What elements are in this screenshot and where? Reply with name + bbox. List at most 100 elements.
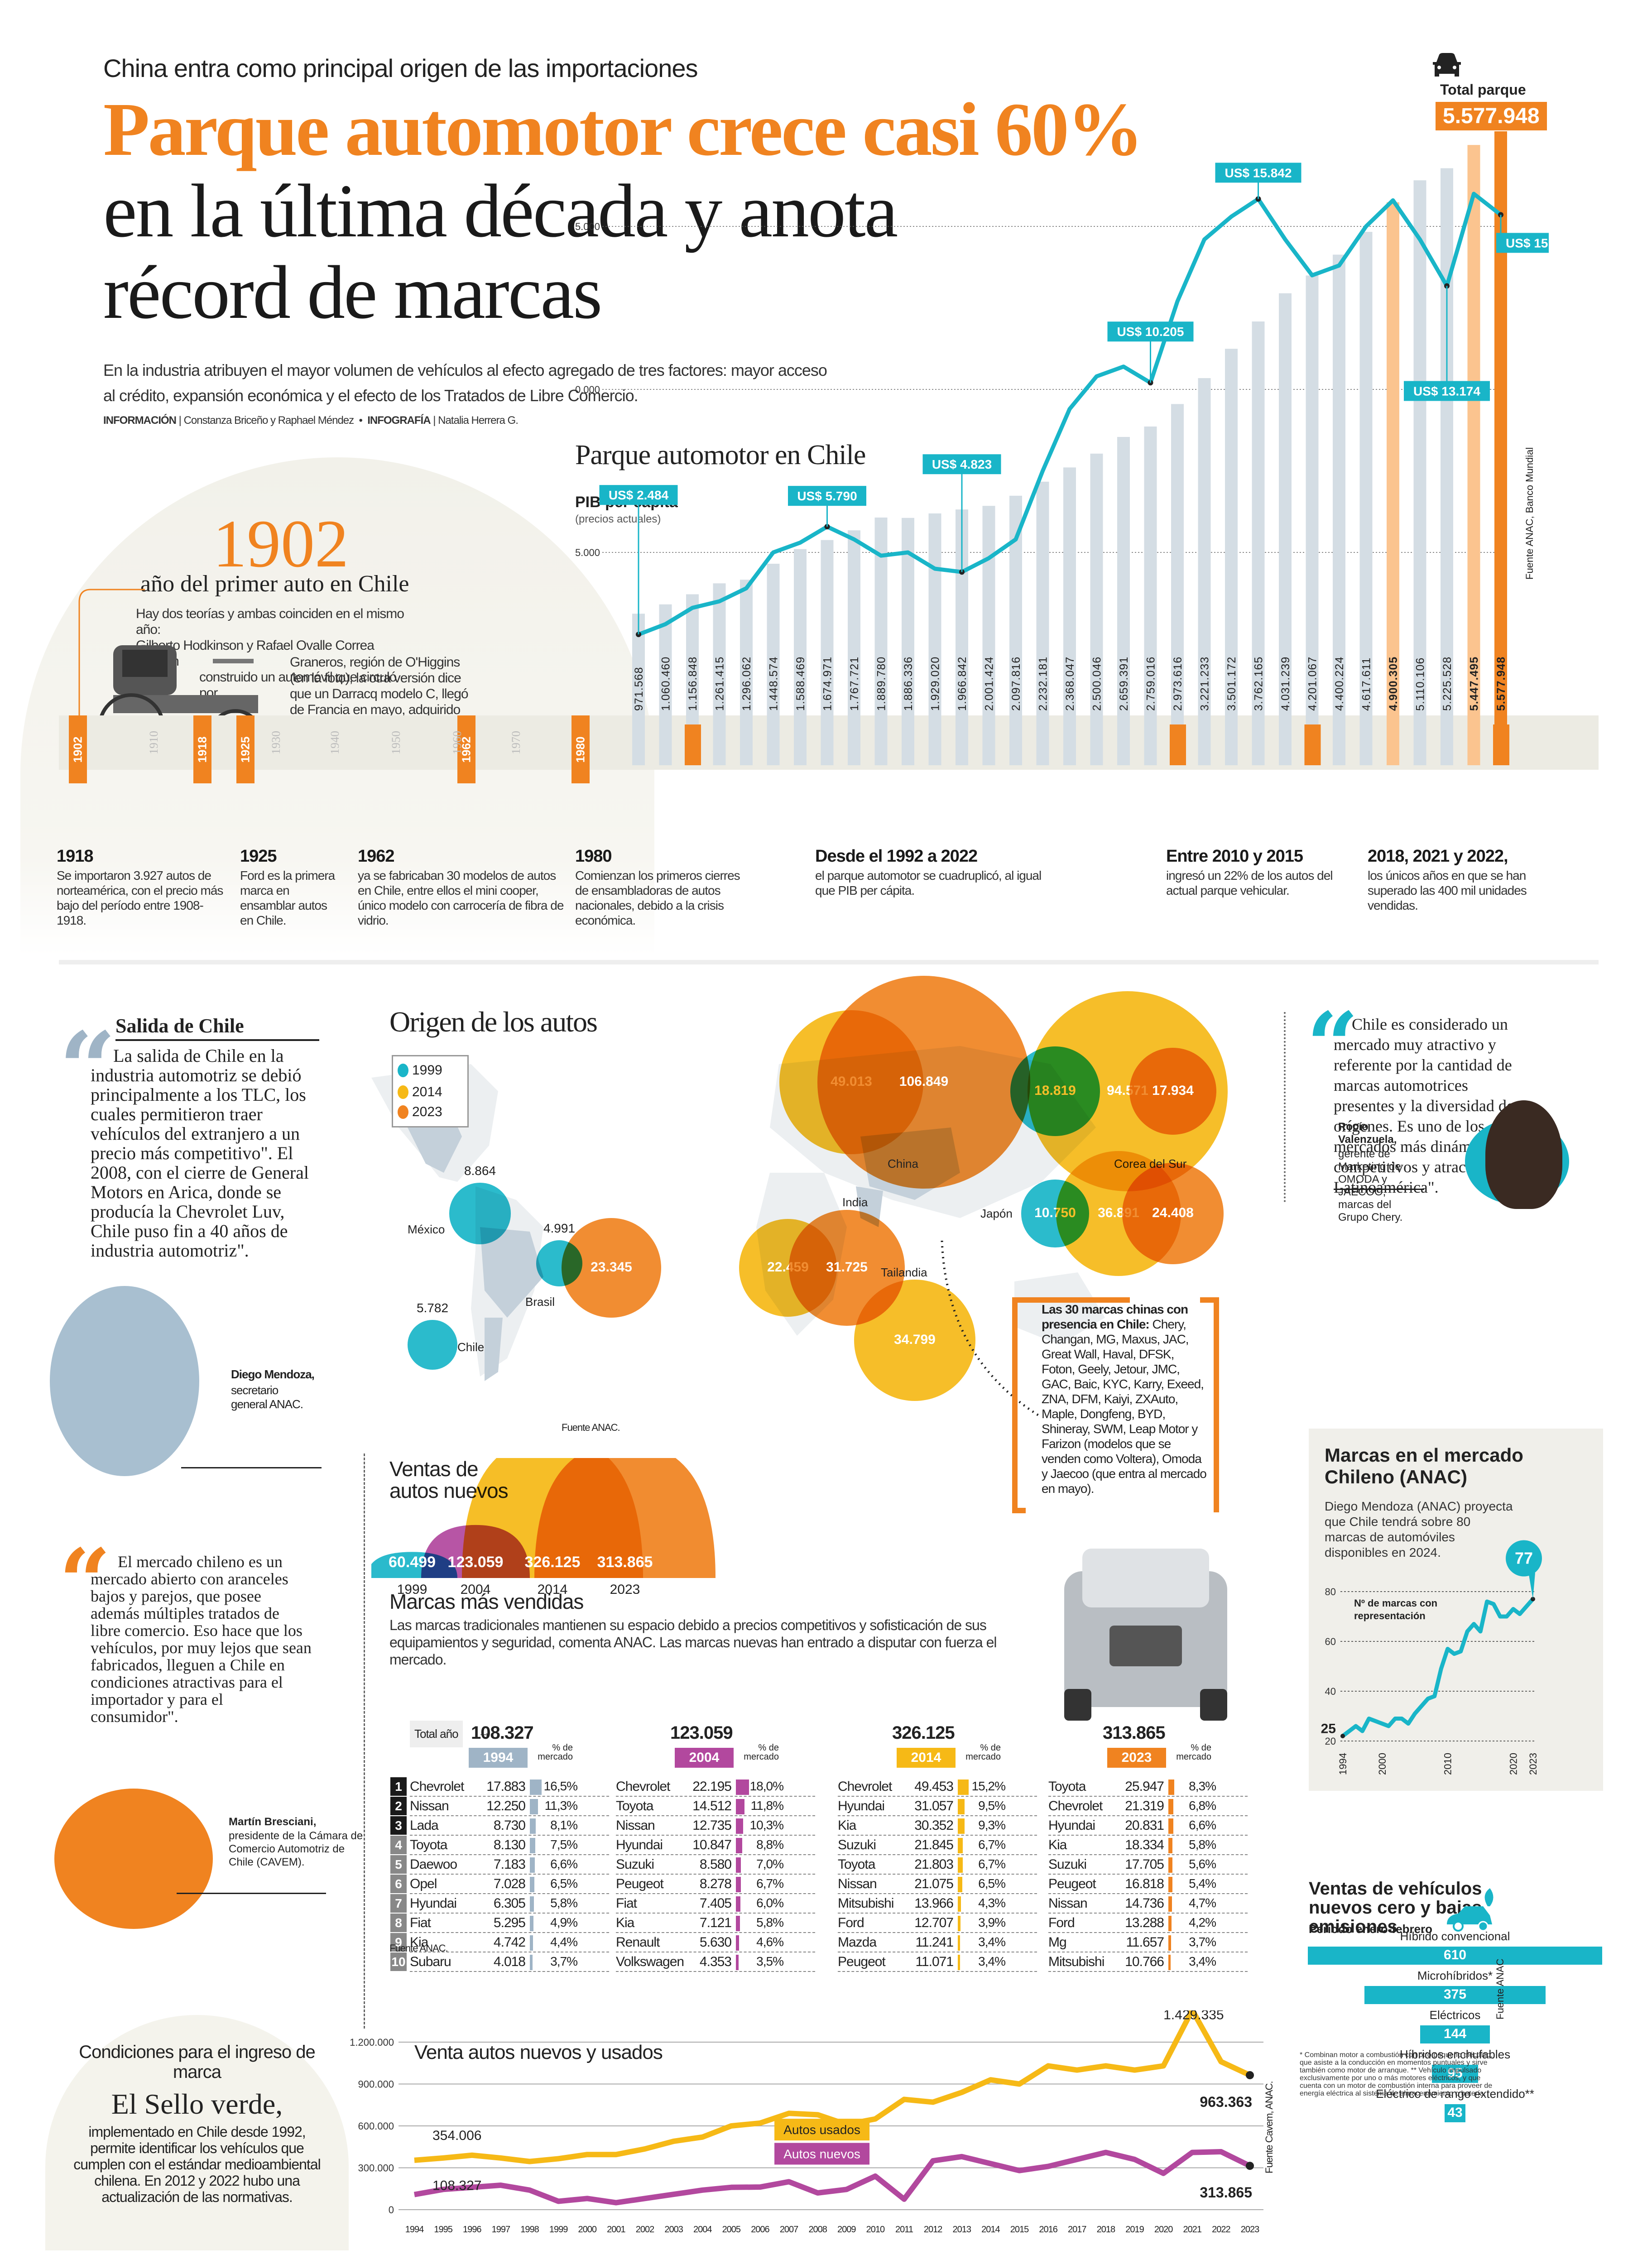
kicker: China entra como principal origen de las… [103, 54, 698, 82]
credits: INFORMACIÓN | Constanza Briceño y Raphae… [103, 414, 519, 427]
bar-value-label: 1.674.971 [821, 657, 834, 711]
bar-value-label: 5.225.528 [1441, 657, 1454, 711]
brand-name: Hyundai [838, 1799, 885, 1813]
total-parque-label: Total parque [1440, 82, 1526, 98]
gdp-line [638, 192, 1502, 637]
share-bar [1168, 1877, 1172, 1892]
emisiones-bar-value: 95 [1447, 2066, 1463, 2081]
legend-label: 2023 [412, 1104, 442, 1119]
share-pct: 3,4% [978, 1954, 1006, 1968]
x-tick-label: 2022 [1212, 2225, 1230, 2235]
event-text: los únicos años en que se han superado l… [1368, 868, 1527, 912]
year-badge-2023: 2023 [1107, 1748, 1166, 1768]
pct-header: % de mercado [965, 1743, 1001, 1762]
share-bar [1168, 1935, 1171, 1951]
credit-info: Constanza Briceño y Raphael Méndez [183, 414, 355, 427]
x-tick-label: 2020 [1508, 1753, 1519, 1775]
rank-7: 7 [390, 1894, 407, 1913]
brand-name: Toyota [1048, 1779, 1086, 1794]
series-label: Autos nuevos [783, 2147, 860, 2161]
brand-units: 25.947 [1125, 1779, 1164, 1794]
brand-units: 10.847 [692, 1837, 732, 1852]
bubble-Brasil-2023 [561, 1218, 661, 1318]
nu-source: Fuente Cavem, ANAC. [1263, 2081, 1275, 2173]
timeline-tag-label: 1918 [195, 736, 209, 763]
china-brands-box: Las 30 marcas chinas con presencia en Ch… [1042, 1302, 1209, 1496]
share-pct: 3,7% [550, 1954, 578, 1968]
x-tick-label: 2014 [981, 2225, 1000, 2235]
x-tick-label: 1999 [549, 2225, 568, 2235]
share-pct: 8,1% [550, 1818, 578, 1832]
share-pct: 8,8% [756, 1837, 784, 1851]
timeline-tag-1925: 1925 [236, 715, 255, 783]
event-1980: 1980 Comienzan los primeros cierres de e… [575, 847, 747, 928]
bar-2016 [1333, 254, 1345, 765]
bar-value-label: 4.617.611 [1360, 657, 1373, 711]
brand-units: 21.319 [1125, 1799, 1164, 1813]
used-start-label: 354.006 [432, 2128, 481, 2143]
row-divider [838, 1913, 1037, 1914]
share-pct: 6,6% [550, 1857, 578, 1871]
brand-name: Toyota [838, 1857, 875, 1872]
share-bar [530, 1838, 535, 1853]
bar-2010 [1171, 404, 1184, 765]
event-year: 1962 [358, 847, 395, 866]
timeline-decade-label: 1930 [269, 731, 283, 754]
bar-2007 [1090, 453, 1103, 765]
row-divider [616, 1893, 815, 1894]
brand-name: Mitsubishi [1048, 1954, 1105, 1969]
share-bar [958, 1799, 965, 1814]
bar-1998 [848, 530, 860, 765]
brand-units: 5.295 [493, 1915, 526, 1930]
timeline-tag-label: 1902 [71, 736, 85, 763]
row-divider [1048, 1835, 1248, 1836]
x-tick-label: 2000 [578, 2225, 596, 2235]
timeline-year-marker [1170, 724, 1186, 765]
timeline-decade-label: 1910 [147, 731, 160, 754]
share-pct: 10,3% [749, 1818, 784, 1832]
salida-quote: La salida de Chile en la industria autom… [91, 1046, 309, 1261]
x-tick-label: 2010 [1442, 1753, 1454, 1775]
valenzuela-role: gerente de Marketing de OMODA y JAECOO, … [1338, 1148, 1403, 1223]
brand-units: 22.195 [692, 1779, 732, 1794]
bubble-México-1999 [449, 1183, 511, 1244]
share-bar [530, 1857, 535, 1873]
bracket-left [1012, 1297, 1018, 1512]
open-quote-icon: “ [1306, 993, 1359, 1099]
marcas-vendidas-intro: Las marcas tradicionales mantienen su es… [389, 1617, 997, 1668]
total-value-2014: 326.125 [892, 1723, 955, 1743]
martin-bresciani-photo [54, 1789, 213, 1929]
rocio-valenzuela-photo-figure [1485, 1100, 1562, 1209]
share-pct: 16,5% [543, 1779, 578, 1793]
bubble-value: 31.725 [826, 1260, 868, 1275]
share-bar [1168, 1838, 1173, 1853]
total-anio-label: Total año [410, 1721, 463, 1747]
timeline-year-marker [685, 724, 701, 765]
bar-2011 [1198, 378, 1211, 765]
bar-value-label: 5.110.106 [1414, 657, 1427, 711]
emisiones-bar [1364, 1986, 1546, 2004]
brand-units: 17.705 [1125, 1857, 1164, 1872]
rank-10: 10 [390, 1952, 407, 1971]
used-end-label: 963.363 [1200, 2094, 1252, 2110]
brand-units: 16.818 [1125, 1876, 1164, 1891]
row-divider [838, 1874, 1037, 1875]
china-brands-title: Las 30 marcas chinas con presencia en Ch… [1042, 1302, 1188, 1331]
row-divider [410, 1893, 609, 1894]
bar-value-label: 1.929.020 [929, 657, 942, 711]
share-bar [1168, 1818, 1173, 1834]
origen-legend: 1999 2014 2023 [392, 1055, 469, 1127]
bar-2017 [1359, 232, 1373, 765]
bresciani-role: presidente de la Cámara de Comercio Auto… [229, 1830, 363, 1868]
share-pct: 9,3% [978, 1818, 1006, 1832]
brand-name: Suzuki [838, 1837, 876, 1852]
brand-name: Peugeot [616, 1876, 664, 1891]
brand-units: 5.630 [699, 1935, 732, 1950]
bresciani-name: Martín Bresciani, [229, 1816, 317, 1828]
y-tick-label: 40 [1325, 1686, 1336, 1697]
bar-2006 [1063, 467, 1076, 765]
share-bar [530, 1935, 533, 1951]
gdp-point [1498, 212, 1503, 218]
x-tick-label: 1994 [405, 2225, 424, 2235]
headline-line3: récord de marcas [103, 250, 602, 335]
